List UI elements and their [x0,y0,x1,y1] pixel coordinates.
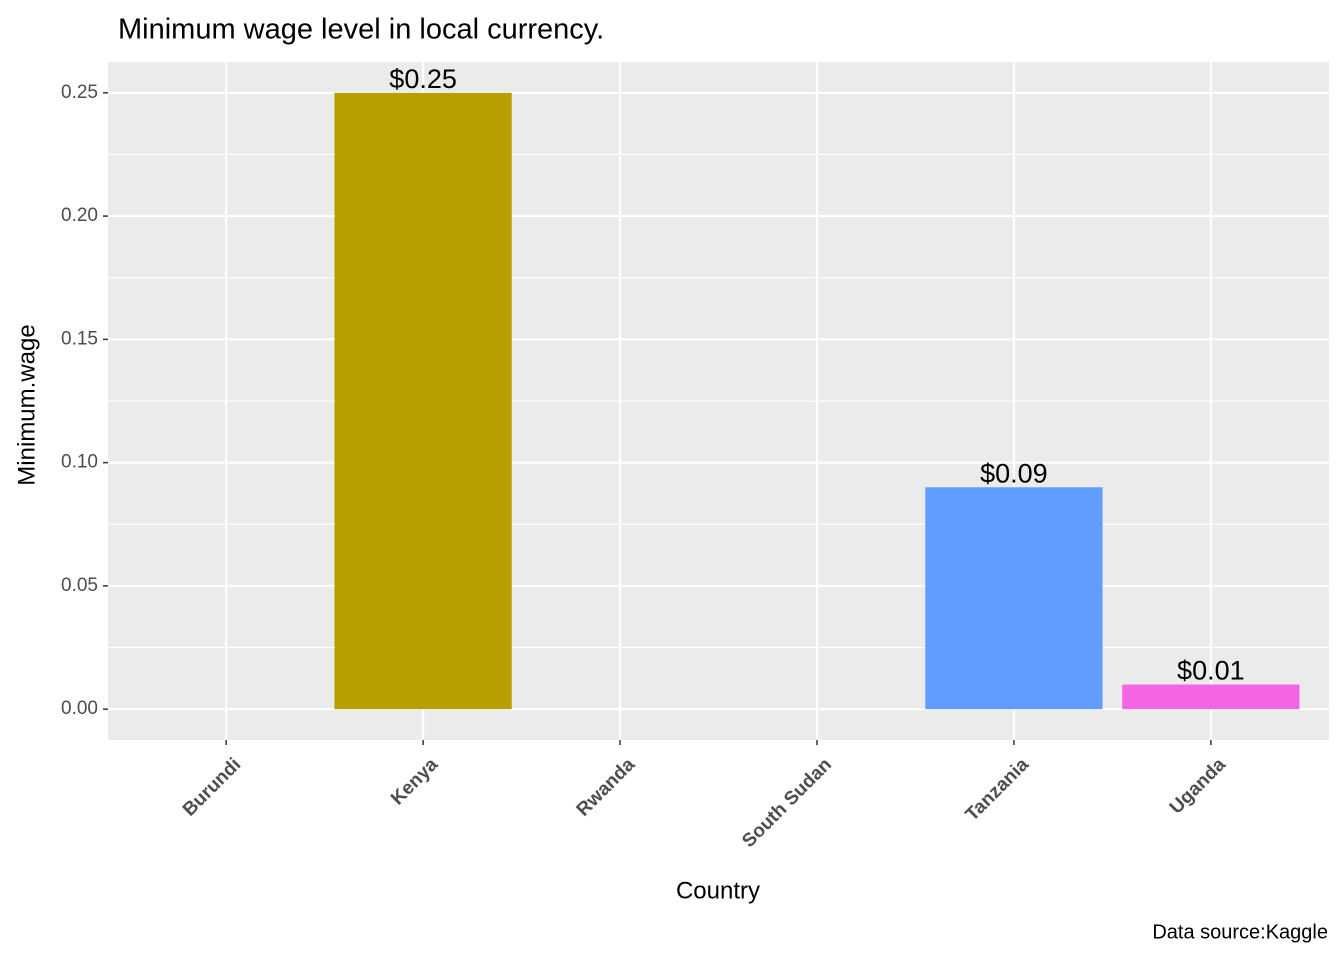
x-tick-label: South Sudan [738,754,836,852]
bar [334,92,512,710]
value-label: $0.01 [1177,656,1245,686]
y-tick-label: 0.15 [61,328,98,349]
y-axis-title: Minimum.wage [13,324,40,485]
x-tick-label: Tanzania [962,754,1034,826]
y-tick-label: 0.25 [61,82,98,103]
x-tick-label: Uganda [1166,754,1230,818]
caption: Data source:Kaggle [1152,921,1328,943]
value-label: $0.25 [389,64,457,94]
x-axis-title: Country [676,877,760,904]
y-tick-label: 0.20 [61,205,98,226]
y-tick-label: 0.05 [61,575,98,596]
x-tick-label: Kenya [387,754,442,809]
chart-title: Minimum wage level in local currency. [118,14,604,46]
x-tick-label: Burundi [179,754,245,820]
value-label: $0.09 [980,458,1048,488]
bar [1122,684,1300,710]
y-tick-label: 0.00 [61,698,98,719]
x-tick-label: Rwanda [573,754,640,821]
y-tick-label: 0.10 [61,452,98,473]
bar [925,487,1103,710]
